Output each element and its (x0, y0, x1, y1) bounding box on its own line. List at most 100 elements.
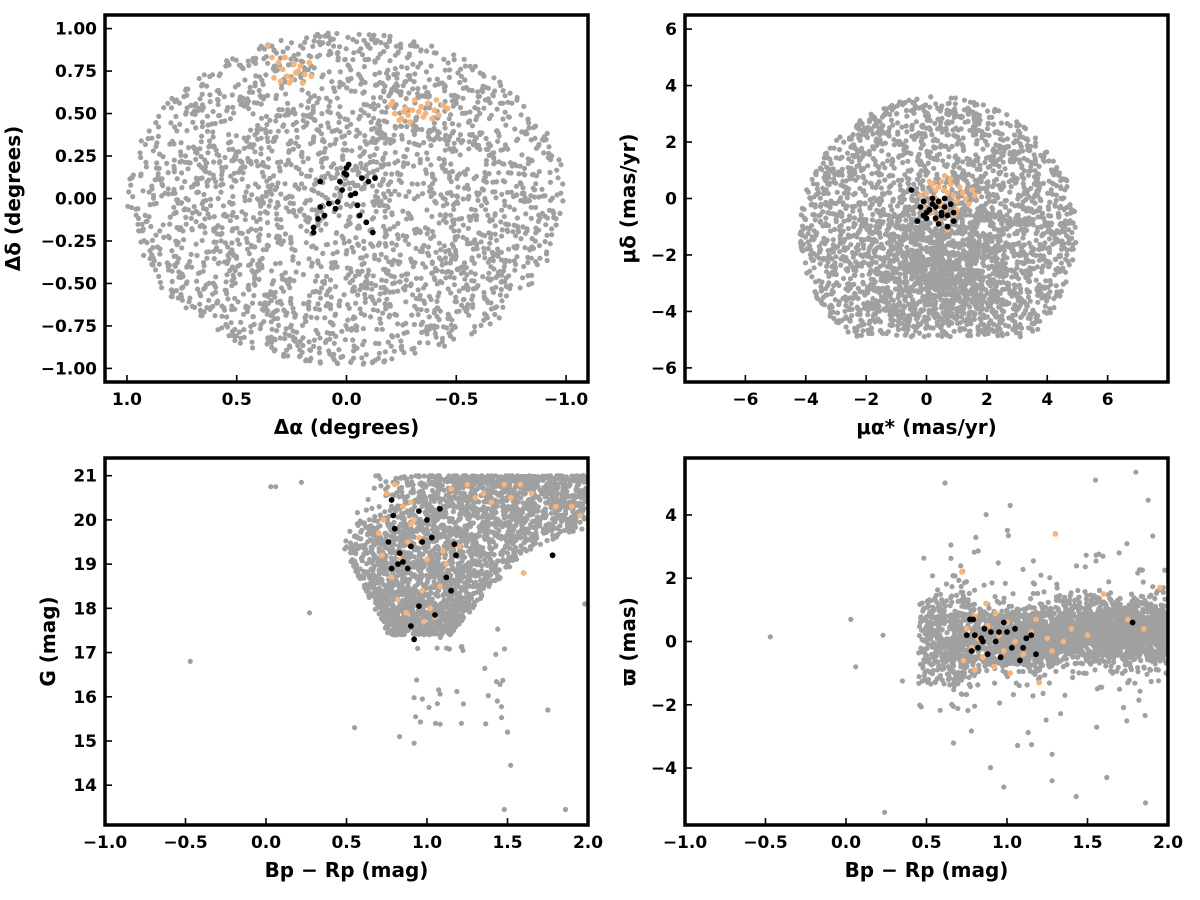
point-field (302, 314, 308, 321)
point-field (267, 117, 273, 123)
point-field (920, 124, 926, 130)
point-field (976, 184, 982, 191)
point-field (197, 96, 203, 102)
point-field (451, 140, 457, 146)
point-field (408, 215, 414, 221)
point-field (805, 230, 811, 237)
point-field (230, 251, 236, 257)
point-field (179, 245, 185, 251)
point-field (1000, 144, 1007, 151)
point-field (204, 249, 210, 255)
point-field (256, 46, 262, 52)
y-tick-label: 1.00 (55, 20, 97, 40)
point-field (173, 209, 179, 215)
point-field (282, 181, 288, 187)
point-field (306, 303, 312, 309)
point-field (237, 158, 243, 164)
point-field (249, 339, 255, 345)
point-field (232, 268, 238, 274)
point-field (812, 289, 818, 295)
point-field (194, 189, 200, 196)
point-field (873, 138, 879, 144)
point-field (1066, 262, 1072, 268)
point-field (285, 353, 291, 359)
point-field (985, 120, 992, 126)
point-field (555, 175, 561, 181)
point-field (549, 232, 555, 238)
point-field (473, 173, 480, 179)
point-field (444, 201, 450, 207)
point-field (818, 283, 824, 289)
point-field (417, 229, 423, 235)
point-field (443, 269, 449, 275)
point-field (354, 327, 360, 333)
point-field (974, 141, 980, 147)
point-field (868, 181, 874, 187)
point-field (172, 124, 178, 130)
point-field (483, 157, 489, 164)
point-field (286, 332, 293, 339)
point-field (382, 140, 388, 146)
point-field (135, 221, 141, 227)
point-field (460, 222, 466, 228)
point-field (419, 191, 426, 197)
point-field (474, 242, 480, 248)
point-field (149, 183, 155, 189)
point-field (273, 50, 279, 56)
point-field (360, 326, 366, 332)
point-field (230, 56, 236, 62)
point-field (539, 186, 545, 192)
point-field (447, 175, 453, 182)
point-field (363, 352, 369, 358)
point-field (447, 189, 453, 196)
point-field (424, 48, 430, 54)
point-field (316, 345, 322, 351)
point-field (1012, 323, 1018, 329)
point-field (186, 145, 192, 151)
point-field (142, 141, 148, 148)
point-field (958, 314, 965, 320)
point-field (1064, 211, 1070, 217)
point-field (473, 217, 479, 223)
point-field (357, 287, 363, 293)
point-field (409, 181, 415, 187)
point-field (849, 204, 855, 210)
point-field (332, 240, 338, 246)
point-field (494, 237, 500, 243)
point-field (472, 105, 478, 111)
point-field (817, 218, 824, 224)
point-field (180, 284, 186, 290)
point-field (843, 314, 849, 320)
point-members (321, 212, 328, 219)
point-field (202, 216, 208, 222)
point-field (996, 108, 1002, 114)
point-field (816, 255, 822, 261)
point-field (935, 332, 941, 338)
point-field (495, 246, 501, 252)
point-field (449, 317, 455, 323)
point-field (146, 214, 152, 220)
point-field (451, 206, 457, 212)
point-field (876, 118, 882, 124)
point-field (360, 342, 366, 348)
point-field (296, 166, 302, 172)
point-field (225, 296, 231, 302)
point-field (294, 134, 300, 140)
point-field (1047, 306, 1053, 312)
point-field (331, 357, 337, 363)
point-field (199, 201, 205, 207)
point-field (469, 331, 475, 337)
point-field (417, 160, 423, 166)
point-field (247, 84, 253, 90)
point-field (378, 251, 384, 257)
point-field (264, 178, 270, 184)
point-field (193, 125, 199, 131)
point-field (503, 275, 509, 281)
point-field (331, 128, 338, 134)
point-field (358, 310, 364, 316)
point-field (325, 108, 331, 114)
point-field (541, 134, 547, 140)
point-field (229, 228, 235, 234)
point-field (374, 129, 380, 136)
point-field (426, 77, 432, 83)
